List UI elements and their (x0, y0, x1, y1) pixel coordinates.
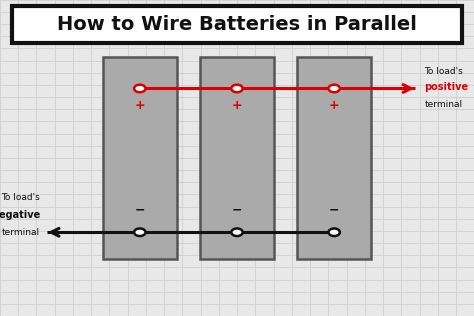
Bar (12, 6, 462, 43)
Text: +: + (329, 99, 339, 112)
Circle shape (134, 85, 146, 92)
Text: To load's: To load's (1, 193, 40, 202)
Text: positive: positive (424, 82, 468, 92)
Circle shape (231, 85, 243, 92)
Circle shape (328, 228, 340, 236)
Bar (298, 57, 371, 259)
Circle shape (134, 228, 146, 236)
Circle shape (231, 228, 243, 236)
Text: terminal: terminal (2, 228, 40, 237)
Text: To load's: To load's (424, 67, 463, 76)
Text: +: + (135, 99, 145, 112)
Bar (200, 57, 274, 259)
Text: −: − (232, 204, 242, 217)
Circle shape (328, 85, 340, 92)
Bar (103, 57, 176, 259)
Text: −: − (135, 204, 145, 217)
Text: How to Wire Batteries in Parallel: How to Wire Batteries in Parallel (57, 15, 417, 34)
Text: negative: negative (0, 210, 40, 220)
Text: +: + (232, 99, 242, 112)
Text: −: − (329, 204, 339, 217)
Text: terminal: terminal (424, 100, 462, 109)
